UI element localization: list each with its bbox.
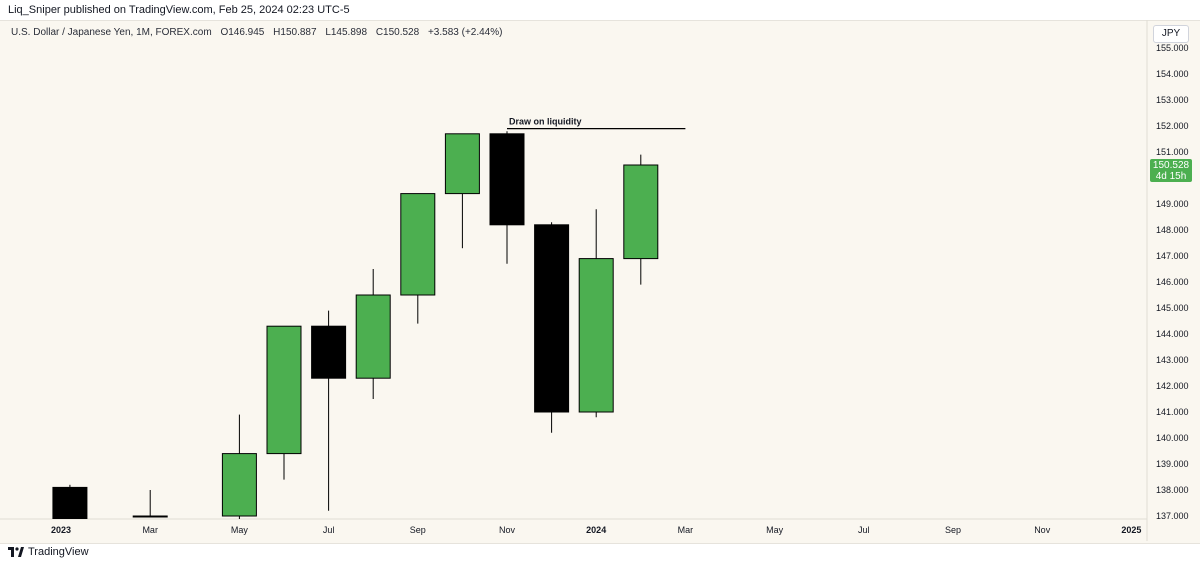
candle-up[interactable] (266, 325, 302, 455)
y-tick-label: 140.000 (1156, 433, 1189, 443)
tradingview-logo-icon (8, 547, 24, 557)
x-tick-label: Mar (678, 525, 694, 535)
y-tick-label: 155.000 (1156, 43, 1189, 53)
x-tick-label: Sep (410, 525, 426, 535)
footer-brand[interactable]: TradingView (8, 546, 89, 558)
y-tick-label: 139.000 (1156, 459, 1189, 469)
candle-up[interactable] (355, 294, 391, 379)
x-tick-label: Sep (945, 525, 961, 535)
x-tick-label: Jul (323, 525, 335, 535)
y-tick-label: 141.000 (1156, 407, 1189, 417)
candles-group (52, 131, 659, 519)
last-price-badge: 150.528 4d 15h (1150, 159, 1192, 182)
y-tick-label: 148.000 (1156, 225, 1189, 235)
candle-up[interactable] (444, 133, 480, 195)
y-tick-label: 153.000 (1156, 95, 1189, 105)
ohlc-high: H150.887 (273, 27, 317, 38)
x-tick-label: Nov (499, 525, 516, 535)
x-tick-label: 2025 (1121, 525, 1141, 535)
ohlc-low: L145.898 (325, 27, 368, 38)
liquidity-label: Draw on liquidity (509, 117, 582, 127)
candle-up[interactable] (132, 515, 168, 518)
x-tick-label: Mar (142, 525, 158, 535)
y-tick-label: 138.000 (1156, 485, 1189, 495)
x-tick-label: Nov (1034, 525, 1051, 535)
currency-button[interactable]: JPY (1153, 25, 1189, 43)
x-tick-label: 2024 (586, 525, 606, 535)
y-tick-label: 143.000 (1156, 355, 1189, 365)
brand-name: TradingView (28, 546, 89, 558)
x-tick-label: May (231, 525, 249, 535)
price-change: +3.583 (+2.44%) (427, 27, 503, 38)
publish-info: Liq_Sniper published on TradingView.com,… (8, 4, 350, 16)
y-tick-label: 149.000 (1156, 199, 1189, 209)
y-tick-label: 152.000 (1156, 121, 1189, 131)
y-tick-label: 146.000 (1156, 277, 1189, 287)
y-tick-label: 137.000 (1156, 511, 1189, 521)
candle-up[interactable] (578, 258, 614, 413)
y-tick-label: 154.000 (1156, 69, 1189, 79)
x-tick-label: Jul (858, 525, 870, 535)
bar-countdown: 4d 15h (1155, 171, 1187, 182)
candle-up[interactable] (400, 193, 436, 296)
last-price-value: 150.528 (1152, 160, 1190, 171)
y-tick-label: 147.000 (1156, 251, 1189, 261)
candle-up[interactable] (221, 453, 257, 517)
y-tick-label: 142.000 (1156, 381, 1189, 391)
x-tick-label: 2023 (51, 525, 71, 535)
y-tick-label: 144.000 (1156, 329, 1189, 339)
y-tick-label: 151.000 (1156, 147, 1189, 157)
ohlc-close: C150.528 (375, 27, 420, 38)
symbol-name[interactable]: U.S. Dollar / Japanese Yen, 1M, FOREX.co… (11, 27, 212, 38)
candle-down[interactable] (52, 486, 88, 519)
ohlc-open: O146.945 (220, 27, 265, 38)
candle-down[interactable] (311, 325, 347, 379)
symbol-legend: U.S. Dollar / Japanese Yen, 1M, FOREX.co… (11, 27, 508, 38)
candle-up[interactable] (623, 164, 659, 260)
candle-down[interactable] (489, 133, 525, 226)
x-tick-label: May (766, 525, 784, 535)
candle-down[interactable] (534, 224, 570, 413)
y-tick-label: 145.000 (1156, 303, 1189, 313)
